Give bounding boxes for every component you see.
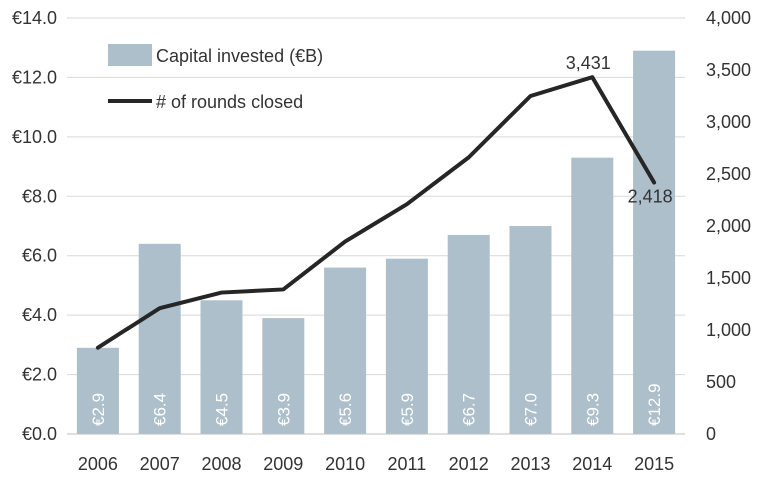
- x-tick-label: 2010: [325, 454, 365, 474]
- bar: [324, 267, 367, 434]
- bar: [571, 157, 614, 434]
- legend-label-rounds: # of rounds closed: [156, 92, 303, 112]
- bar-value-label: €3.9: [274, 393, 293, 426]
- line-series: [95, 75, 657, 350]
- y-right-tick-label: 2,500: [706, 164, 751, 184]
- bar: [633, 50, 676, 434]
- data-labels: €2.9 €6.4 €4.5 €3.9 €5.6 €5.9 €6.7 €7.0 €9.3 €12.…: [89, 53, 673, 426]
- y-right-tick-label: 4,000: [706, 8, 751, 28]
- x-tick-label: 2006: [78, 454, 118, 474]
- y-right-tick-label: 500: [706, 372, 736, 392]
- bar: [447, 234, 490, 434]
- x-tick-label: 2014: [572, 454, 612, 474]
- y-left-tick-label: €8.0: [22, 186, 57, 206]
- y-left-tick-label: €10.0: [12, 127, 57, 147]
- legend: Capital invested (€B) # of rounds closed: [108, 44, 323, 112]
- x-tick-label: 2012: [449, 454, 489, 474]
- bar: [385, 258, 428, 434]
- y-left-tick-label: €4.0: [22, 305, 57, 325]
- y-left-tick-label: €2.0: [22, 365, 57, 385]
- bar-value-label: €6.4: [151, 393, 170, 426]
- x-tick-label: 2011: [388, 454, 427, 474]
- bars: [76, 50, 676, 434]
- y-right-tick-label: 3,000: [706, 112, 751, 132]
- x-tick-label: 2009: [263, 454, 303, 474]
- x-tick-label: 2007: [140, 454, 180, 474]
- y-right-tick-label: 1,000: [706, 320, 751, 340]
- rounds-line: [95, 75, 657, 350]
- bar-value-label: €5.9: [398, 393, 417, 426]
- bar: [76, 347, 119, 434]
- axes: €0.0 €2.0 €4.0 €6.0 €8.0 €10.0 €12.0 €14.0 0 500 1…: [12, 8, 751, 474]
- y-left-tick-label: €12.0: [12, 67, 57, 87]
- x-tick-label: 2015: [634, 454, 674, 474]
- bar: [200, 300, 243, 434]
- y-left-tick-label: €0.0: [22, 424, 57, 444]
- bar-value-label: €6.7: [460, 393, 479, 426]
- y-right-tick-label: 3,500: [706, 60, 751, 80]
- bar-value-label: €5.6: [336, 393, 355, 426]
- bar: [509, 226, 552, 434]
- bar-value-label: €2.9: [89, 393, 108, 426]
- y-right-tick-label: 1,500: [706, 268, 751, 288]
- bar: [262, 318, 305, 434]
- x-tick-label: 2008: [201, 454, 241, 474]
- bar-value-label: €4.5: [213, 393, 232, 426]
- line-value-label: 2,418: [628, 187, 673, 207]
- legend-swatch-capital: [108, 44, 152, 66]
- x-tick-label: 2013: [510, 454, 550, 474]
- bar: [138, 243, 181, 434]
- y-right-tick-label: 0: [706, 424, 716, 444]
- bar-value-label: €7.0: [522, 393, 541, 426]
- y-left-tick-label: €14.0: [12, 8, 57, 28]
- bar-value-label: €12.9: [645, 383, 664, 426]
- legend-label-capital: Capital invested (€B): [156, 46, 323, 66]
- line-value-label: 3,431: [566, 53, 611, 73]
- y-right-tick-label: 2,000: [706, 216, 751, 236]
- y-left-tick-label: €6.0: [22, 246, 57, 266]
- bar-value-label: €9.3: [583, 393, 602, 426]
